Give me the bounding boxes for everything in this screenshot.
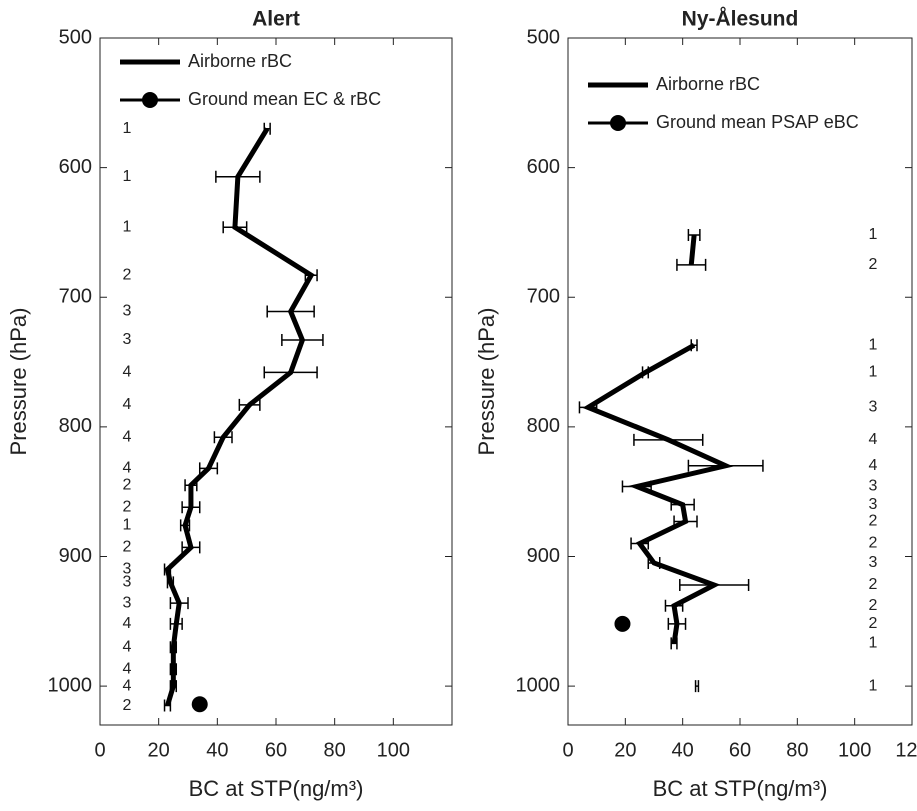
x-tick-label: 100	[377, 739, 410, 761]
sample-count: 4	[123, 638, 132, 655]
y-tick-label: 600	[59, 156, 92, 178]
sample-count: 3	[123, 561, 132, 578]
error-bar	[679, 579, 750, 592]
legend-label: Ground mean PSAP eBC	[656, 112, 859, 132]
error-bar-line	[687, 229, 701, 242]
x-axis-label: BC at STP(ng/m³)	[189, 776, 364, 801]
sample-count: 3	[123, 574, 132, 591]
x-tick-label: 80	[786, 739, 808, 761]
ground-marker	[614, 615, 631, 632]
y-tick-label: 800	[527, 415, 560, 437]
x-tick-label: 40	[206, 739, 228, 761]
legend-label: Ground mean EC & rBC	[188, 89, 381, 109]
y-axis-label: Pressure (hPa)	[6, 308, 31, 456]
error-bar	[687, 459, 764, 472]
y-tick-label: 700	[59, 286, 92, 308]
sample-count: 4	[123, 460, 132, 477]
sample-count: 4	[123, 677, 132, 694]
x-tick-label: 60	[265, 739, 287, 761]
chart-title: Alert	[252, 8, 300, 31]
ground-marker	[191, 696, 208, 713]
sample-count: 1	[869, 677, 878, 694]
sample-count: 2	[123, 266, 132, 283]
sample-count: 1	[869, 336, 878, 353]
profile-line	[588, 235, 726, 686]
sample-count: 1	[123, 218, 132, 235]
error-bar	[694, 680, 700, 693]
sample-count: 3	[869, 478, 878, 495]
sample-count: 2	[869, 576, 878, 593]
x-tick-label: 0	[562, 739, 573, 761]
sample-count: 4	[869, 431, 878, 448]
sample-count: 1	[869, 226, 878, 243]
x-tick-label: 20	[148, 739, 170, 761]
sample-count: 3	[123, 594, 132, 611]
sample-count: 4	[869, 457, 878, 474]
sample-count: 1	[123, 168, 132, 185]
sample-count: 3	[869, 554, 878, 571]
chart-title: Ny-Ålesund	[682, 7, 799, 31]
sample-count: 1	[869, 364, 878, 381]
sample-count: 3	[869, 496, 878, 513]
sample-count: 2	[869, 615, 878, 632]
sample-count: 3	[123, 303, 132, 320]
x-tick-label: 100	[838, 739, 871, 761]
error-bar-line	[673, 515, 698, 528]
sample-count: 1	[869, 635, 878, 652]
error-bar-line	[670, 637, 678, 650]
sample-count: 2	[123, 539, 132, 556]
sample-count: 2	[123, 697, 132, 714]
error-bar	[687, 229, 701, 242]
sample-count: 2	[869, 535, 878, 552]
x-tick-label: 120	[895, 739, 917, 761]
y-tick-label: 1000	[516, 674, 561, 696]
error-bar-line	[676, 258, 707, 271]
legend-marker	[610, 115, 626, 131]
error-bar	[676, 258, 707, 271]
x-tick-label: 20	[614, 739, 636, 761]
y-tick-label: 800	[59, 415, 92, 437]
sample-count: 4	[123, 428, 132, 445]
sample-count: 3	[869, 399, 878, 416]
x-tick-label: 0	[94, 739, 105, 761]
y-tick-label: 500	[59, 26, 92, 48]
sample-count: 4	[123, 660, 132, 677]
sample-count: 3	[123, 331, 132, 348]
error-bar-line	[679, 579, 750, 592]
legend-marker	[142, 92, 158, 108]
y-tick-label: 600	[527, 156, 560, 178]
y-tick-label: 500	[527, 26, 560, 48]
y-tick-label: 900	[527, 545, 560, 567]
y-axis-label: Pressure (hPa)	[474, 308, 499, 456]
error-bar	[670, 498, 695, 511]
y-tick-label: 1000	[48, 674, 93, 696]
sample-count: 4	[123, 615, 132, 632]
x-tick-label: 60	[729, 739, 751, 761]
error-bar	[673, 515, 698, 528]
profile-line	[164, 127, 315, 707]
legend-label: Airborne rBC	[656, 74, 760, 94]
sample-count: 2	[123, 476, 132, 493]
error-bar	[670, 637, 678, 650]
x-tick-label: 80	[324, 739, 346, 761]
sample-count: 4	[123, 396, 132, 413]
legend-label: Airborne rBC	[188, 51, 292, 71]
sample-count: 1	[123, 120, 132, 137]
error-bar-line	[687, 459, 764, 472]
error-bar-line	[670, 498, 695, 511]
sample-count: 2	[869, 513, 878, 530]
sample-count: 1	[123, 517, 132, 534]
y-tick-label: 700	[527, 286, 560, 308]
sample-count: 2	[869, 256, 878, 273]
sample-count: 2	[123, 498, 132, 515]
x-axis-label: BC at STP(ng/m³)	[653, 776, 828, 801]
sample-count: 2	[869, 597, 878, 614]
x-tick-label: 40	[672, 739, 694, 761]
error-bar-line	[694, 680, 700, 693]
sample-count: 4	[123, 364, 132, 381]
y-tick-label: 900	[59, 545, 92, 567]
